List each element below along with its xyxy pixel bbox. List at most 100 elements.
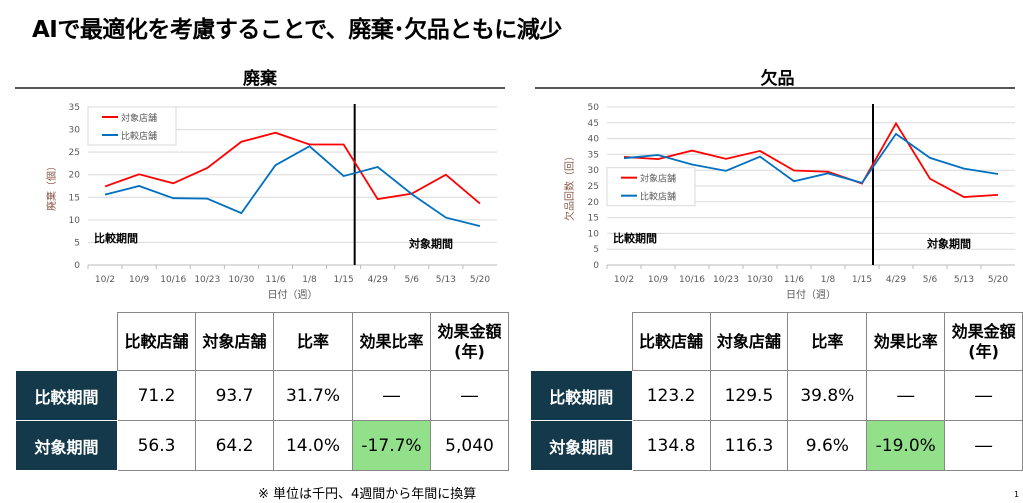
stockout-table: 比較店舗 対象店舗 比率 効果比率 効果金額 (年) 比較期間 123.2 129.5 39.8… bbox=[530, 312, 1023, 471]
blank-cell bbox=[16, 313, 118, 371]
x-tick-label: 1/15 bbox=[334, 275, 354, 285]
y-tick-label: 40 bbox=[588, 135, 600, 145]
period-label-target: 対象期間 bbox=[408, 237, 453, 251]
table-cell: 71.2 bbox=[117, 370, 196, 421]
y-tick-label: 5 bbox=[593, 245, 599, 255]
row-header: 対象期間 bbox=[15, 420, 118, 471]
y-tick-label: 30 bbox=[588, 166, 600, 176]
table-cell: 9.6% bbox=[787, 420, 868, 471]
chart-title-stockout: 欠品 bbox=[760, 69, 795, 89]
blank-cell bbox=[531, 313, 633, 371]
x-tick-label: 1/15 bbox=[852, 275, 872, 285]
x-tick-label: 1/8 bbox=[821, 275, 836, 285]
page-number: 1 bbox=[1014, 490, 1020, 499]
column-header: 比率 bbox=[273, 312, 353, 371]
y-tick-label: 25 bbox=[69, 148, 80, 158]
column-header: 対象店舗 bbox=[709, 312, 789, 371]
x-tick-label: 10/9 bbox=[129, 275, 149, 285]
table-cell: ― bbox=[430, 370, 509, 421]
column-header: 効果比率 bbox=[866, 312, 946, 371]
column-header: 比較店舗 bbox=[117, 312, 196, 371]
x-tick-label: 5/20 bbox=[988, 275, 1008, 285]
x-tick-label: 1/8 bbox=[302, 275, 317, 285]
waste-chart: 0 5 10 15 20 25 30 35 10/2 10/9 10/16 10/23 10/30 11/… bbox=[45, 103, 497, 301]
table-cell: 56.3 bbox=[117, 420, 196, 471]
x-tick-label: 10/2 bbox=[95, 275, 115, 285]
legend-label: 比較店舗 bbox=[640, 191, 676, 203]
y-tick-label: 15 bbox=[588, 214, 599, 224]
divider bbox=[535, 87, 1015, 89]
x-axis-label: 日付（週） bbox=[786, 288, 836, 301]
table-row: 対象期間 134.8 116.3 9.6% -19.0% ― bbox=[530, 420, 1023, 471]
table-cell: 39.8% bbox=[787, 370, 868, 421]
x-tick-label: 10/16 bbox=[679, 275, 705, 285]
table-cell: ― bbox=[944, 370, 1023, 421]
table-cell: 129.5 bbox=[709, 370, 789, 421]
x-tick-label: 11/6 bbox=[784, 275, 804, 285]
period-label-target: 対象期間 bbox=[926, 237, 971, 251]
y-tick-label: 0 bbox=[593, 261, 599, 271]
series-line-target bbox=[623, 121, 999, 198]
x-tick-label: 11/6 bbox=[265, 275, 285, 285]
y-tick-label: 10 bbox=[69, 216, 81, 226]
legend-label: 対象店舗 bbox=[121, 112, 157, 124]
x-tick-label: 5/6 bbox=[923, 275, 938, 285]
table-cell: 64.2 bbox=[195, 420, 274, 471]
table-row: 比較期間 123.2 129.5 39.8% ― ― bbox=[530, 370, 1023, 421]
table-cell: 5,040 bbox=[430, 420, 509, 471]
y-tick-label: 35 bbox=[588, 150, 599, 160]
row-header: 比較期間 bbox=[15, 370, 118, 421]
page-title: AIで最適化を考慮することで、廃棄･欠品ともに減少 bbox=[32, 17, 562, 43]
x-tick-label: 5/13 bbox=[954, 275, 974, 285]
table-cell: 134.8 bbox=[631, 420, 711, 471]
footnote: ※ 単位は千円、4週間から年間に換算 bbox=[258, 487, 477, 502]
y-tick-label: 20 bbox=[69, 171, 81, 181]
table-row: 比較期間 71.2 93.7 31.7% ― ― bbox=[15, 370, 509, 421]
x-tick-label: 10/23 bbox=[713, 275, 739, 285]
table-cell: 31.7% bbox=[273, 370, 353, 421]
chart-title-waste: 廃棄 bbox=[243, 69, 277, 89]
table-cell: ― bbox=[944, 420, 1023, 471]
column-header: 効果金額 (年) bbox=[944, 312, 1023, 371]
x-tick-label: 10/30 bbox=[228, 275, 254, 285]
table-row: 対象期間 56.3 64.2 14.0% -17.7% 5,040 bbox=[15, 420, 509, 471]
table-cell: 116.3 bbox=[709, 420, 789, 471]
column-header: 比較店舗 bbox=[631, 312, 711, 371]
table-cell: -19.0% bbox=[866, 420, 946, 471]
y-tick-label: 15 bbox=[69, 193, 80, 203]
period-label-comparison: 比較期間 bbox=[613, 231, 657, 245]
table-cell: -17.7% bbox=[352, 420, 431, 471]
x-axis-label: 日付（週） bbox=[268, 288, 318, 301]
x-tick-label: 5/6 bbox=[405, 275, 420, 285]
y-tick-label: 10 bbox=[588, 229, 600, 239]
x-tick-label: 10/30 bbox=[747, 275, 773, 285]
table-cell: 14.0% bbox=[273, 420, 353, 471]
x-tick-label: 10/9 bbox=[648, 275, 668, 285]
legend-box bbox=[606, 167, 696, 207]
y-axis-label: 欠品回数（回） bbox=[563, 151, 576, 221]
x-tick-label: 5/20 bbox=[470, 275, 490, 285]
x-tick-label: 4/29 bbox=[368, 275, 388, 285]
table-cell: ― bbox=[866, 370, 946, 421]
column-header: 効果金額 (年) bbox=[430, 312, 509, 371]
x-tick-label: 5/13 bbox=[436, 275, 456, 285]
column-header: 対象店舗 bbox=[195, 312, 274, 371]
table-cell: ― bbox=[352, 370, 431, 421]
y-tick-label: 50 bbox=[588, 103, 600, 113]
x-tick-label: 10/2 bbox=[614, 275, 634, 285]
legend-label: 対象店舗 bbox=[640, 173, 676, 185]
y-tick-label: 0 bbox=[74, 261, 80, 271]
column-header: 効果比率 bbox=[352, 312, 431, 371]
x-tick-label: 10/23 bbox=[194, 275, 220, 285]
y-axis-label: 廃棄（個） bbox=[45, 161, 58, 211]
period-label-comparison: 比較期間 bbox=[94, 231, 138, 245]
y-tick-label: 25 bbox=[588, 182, 599, 192]
series-line-target bbox=[104, 131, 481, 205]
waste-table: 比較店舗 対象店舗 比率 効果比率 効果金額 (年) 比較期間 71.2 93.7 31.7% ―… bbox=[15, 312, 509, 471]
divider bbox=[15, 87, 505, 89]
series-line-comparison bbox=[623, 132, 999, 184]
y-tick-label: 35 bbox=[69, 103, 80, 113]
x-tick-label: 4/29 bbox=[886, 275, 906, 285]
legend-box bbox=[87, 106, 177, 146]
legend-label: 比較店舗 bbox=[121, 130, 157, 142]
